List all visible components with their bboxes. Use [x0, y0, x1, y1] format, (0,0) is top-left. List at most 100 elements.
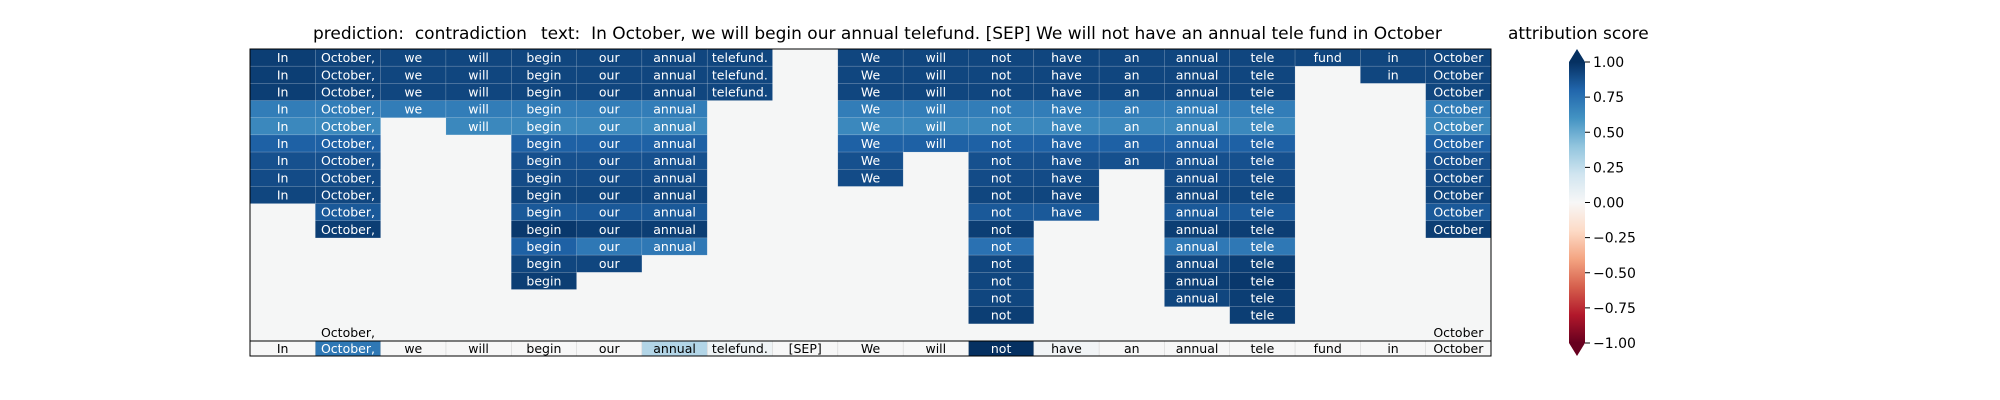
heatmap-cell-label: have — [1051, 136, 1082, 151]
heatmap-cell-label: October, — [321, 188, 375, 203]
heatmap-cell-label: In — [277, 50, 289, 65]
heatmap-cell-label: tele — [1251, 239, 1275, 254]
heatmap-cell-label: annual — [653, 222, 696, 237]
heatmap-cell — [576, 254, 643, 273]
heatmap-cell-label: will — [925, 84, 946, 99]
heatmap-cell-label: our — [599, 84, 621, 99]
attribution-token-label: have — [1051, 341, 1082, 356]
heatmap-cell-label: We — [861, 67, 881, 82]
heatmap-cell-label: annual — [1176, 136, 1219, 151]
heatmap-cell-label: will — [925, 119, 946, 134]
heatmap-cell-label: annual — [653, 188, 696, 203]
heatmap-cell-label: not — [991, 119, 1012, 134]
attribution-cell — [250, 341, 316, 356]
heatmap-cell-label: annual — [1176, 188, 1219, 203]
heatmap-cell-label: October — [1433, 67, 1484, 82]
colorbar-ticks: 1.00 0.75 0.50 0.25 0.00 −0.25 −0.50 −0.75 −1.00 — [1585, 55, 1636, 352]
heatmap-cell-label: begin — [526, 84, 561, 99]
heatmap-cell-label: an — [1124, 67, 1140, 82]
heatmap-cell-label: October — [1433, 205, 1484, 220]
heatmap-cell-label: will — [925, 136, 946, 151]
heatmap-cell-label: annual — [653, 239, 696, 254]
heatmap-cell — [1229, 65, 1296, 84]
heatmap-cell-label: not — [991, 153, 1012, 168]
heatmap-cell-label: October — [1433, 84, 1484, 99]
heatmap-cell-label: our — [599, 205, 621, 220]
heatmap-cell-label: begin — [526, 119, 561, 134]
heatmap-cell-label: have — [1051, 188, 1082, 203]
heatmap-cell-label: not — [991, 67, 1012, 82]
heatmap-cell-label: begin — [526, 222, 561, 237]
heatmap-cell-label: tele — [1251, 136, 1275, 151]
heatmap-cell-label: our — [599, 153, 621, 168]
heatmap-cell — [837, 168, 904, 187]
attribution-token-label: We — [861, 341, 881, 356]
heatmap-cell-label: not — [991, 256, 1012, 271]
heatmap-cell-label: will — [468, 67, 489, 82]
attribution-row: In October, we will begin our annual telefund. [… — [249, 341, 1491, 356]
prediction-title: prediction: contradiction — [313, 24, 527, 44]
heatmap-cell-label: We — [861, 136, 881, 151]
heatmap-cell-label: an — [1124, 102, 1140, 117]
attribution-cell — [968, 341, 1034, 356]
heatmap-cell-label: begin — [526, 170, 561, 185]
colorbar-tick-label: 0.50 — [1593, 125, 1624, 141]
heatmap-cell-label: tele — [1251, 291, 1275, 306]
floating-token-label: October, — [321, 325, 375, 340]
heatmap-cell-label: begin — [526, 50, 561, 65]
heatmap-cell-label: annual — [653, 153, 696, 168]
heatmap-cell — [968, 306, 1035, 325]
heatmap-cell-label: October — [1433, 222, 1484, 237]
colorbar-bottom-arrow — [1569, 343, 1585, 356]
heatmap-cell-label: October, — [321, 205, 375, 220]
attribution-frame — [249, 340, 1492, 357]
heatmap-cell — [1229, 186, 1296, 204]
heatmap-cell-label: In — [277, 67, 289, 82]
heatmap-cell-label: our — [599, 119, 621, 134]
heatmap-cell — [1033, 203, 1100, 222]
heatmap-cell-label: begin — [526, 67, 561, 82]
heatmap-cell-label: not — [991, 50, 1012, 65]
attribution-cell — [1295, 341, 1361, 356]
attribution-cell — [903, 341, 969, 356]
attribution-token-label: fund — [1314, 341, 1342, 356]
heatmap-cell-label: will — [468, 102, 489, 117]
attribution-cell — [1099, 341, 1165, 356]
attribution-cell — [1425, 341, 1491, 356]
heatmap-cell-label: We — [861, 153, 881, 168]
heatmap-cell-label: annual — [653, 102, 696, 117]
heatmap-cell-label: not — [991, 239, 1012, 254]
colorbar — [1569, 62, 1585, 343]
heatmap-cell-label: an — [1124, 153, 1140, 168]
attribution-cell — [1229, 341, 1296, 356]
heatmap-cell-label: begin — [526, 205, 561, 220]
attribution-cell — [837, 341, 904, 356]
heatmap-cells: In October, we will begin our annual telefund. W… — [249, 48, 1492, 340]
heatmap-cell-label: tele — [1251, 188, 1275, 203]
colorbar-tick-label: −0.50 — [1593, 266, 1636, 282]
heatmap-cell-label: begin — [526, 273, 561, 288]
heatmap-cell-label: In — [277, 170, 289, 185]
heatmap-cell-label: October, — [321, 84, 375, 99]
heatmap-cell-label: tele — [1251, 308, 1275, 323]
heatmap-cell — [641, 237, 708, 256]
heatmap-cell-label: our — [599, 50, 621, 65]
heatmap-cell-label: In — [277, 119, 289, 134]
attribution-token-label: not — [991, 341, 1012, 356]
colorbar-tick-label: 0.00 — [1593, 196, 1624, 212]
attribution-cell — [511, 341, 577, 356]
heatmap-cell-label: we — [404, 50, 422, 65]
heatmap-cell-label: tele — [1251, 102, 1275, 117]
colorbar-tick-label: 0.25 — [1593, 160, 1624, 176]
heatmap-cell-label: tele — [1251, 50, 1275, 65]
heatmap-cell-label: We — [861, 102, 881, 117]
heatmap-cell-label: in — [1387, 67, 1398, 82]
heatmap-cell-label: October — [1433, 102, 1484, 117]
attribution-token-label: tele — [1251, 341, 1275, 356]
heatmap-cell-label: not — [991, 205, 1012, 220]
colorbar-tick-label: 0.75 — [1593, 90, 1624, 106]
floating-token-label: October — [1433, 325, 1484, 340]
heatmap-cell-label: will — [925, 50, 946, 65]
heatmap-cell-label: tele — [1251, 256, 1275, 271]
